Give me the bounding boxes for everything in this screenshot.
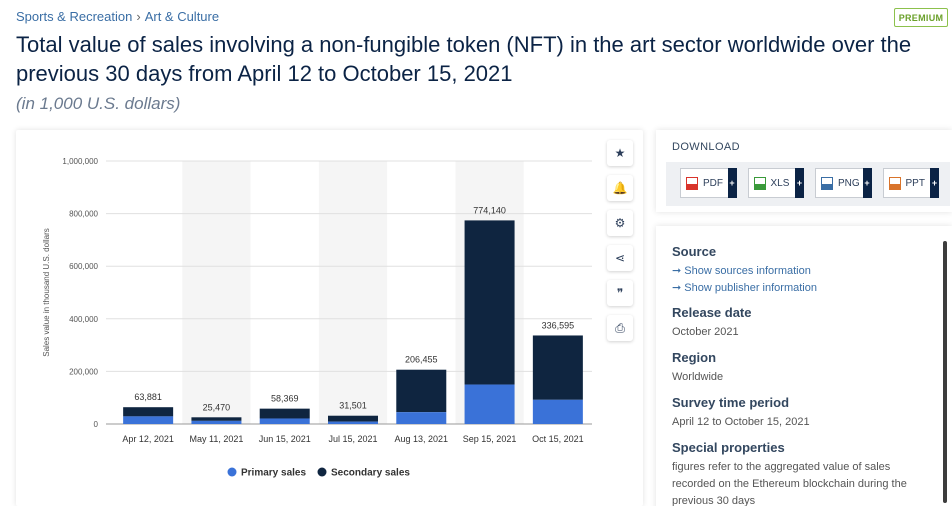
bar-secondary-sales xyxy=(464,220,515,385)
bar-primary-sales xyxy=(396,412,447,424)
data-label: 336,595 xyxy=(542,320,575,330)
download-pdf-button[interactable]: PDF + xyxy=(680,168,737,198)
legend-label: Secondary sales xyxy=(331,468,410,479)
bar-chart: 0 200,000 400,000 600,000 800,000 1,000,000 Sa… xyxy=(42,157,592,479)
special-properties-value: figures refer to the aggregated value of… xyxy=(672,461,907,506)
page-title: Total value of sales involving a non-fun… xyxy=(16,32,912,86)
bar-secondary-sales xyxy=(191,417,242,421)
bar-primary-sales xyxy=(191,420,242,424)
png-file-icon xyxy=(821,176,833,190)
star-button[interactable]: ★ xyxy=(607,140,633,166)
bar-secondary-sales xyxy=(532,335,583,400)
bar-primary-sales xyxy=(328,421,378,424)
share-button[interactable]: ⋖ xyxy=(607,245,633,271)
share-icon: ⋖ xyxy=(614,251,626,265)
x-tick-label: Jun 15, 2021 xyxy=(259,434,311,444)
y-tick-label: 800,000 xyxy=(69,210,98,219)
legend-marker xyxy=(317,467,327,477)
info-scrollbar[interactable] xyxy=(943,241,947,503)
data-label: 206,455 xyxy=(405,355,438,365)
special-properties-heading: Special properties xyxy=(672,440,785,455)
bar-secondary-sales xyxy=(123,407,174,417)
chart-band xyxy=(182,161,251,424)
plus-icon: + xyxy=(862,168,872,198)
x-tick-label: Oct 15, 2021 xyxy=(532,434,584,444)
breadcrumb-link-sports[interactable]: Sports & Recreation xyxy=(16,9,133,24)
bar-primary-sales xyxy=(532,399,583,424)
breadcrumb-separator: › xyxy=(136,9,141,24)
star-icon: ★ xyxy=(614,146,626,160)
survey-period-value: April 12 to October 15, 2021 xyxy=(672,416,810,428)
show-sources-link[interactable]: ➞ Show sources information xyxy=(672,265,811,277)
download-png-button[interactable]: PNG + xyxy=(815,168,872,198)
info-panel: Source ➞ Show sources information ➞ Show… xyxy=(656,226,952,506)
bar-primary-sales xyxy=(123,416,174,424)
survey-period-heading: Survey time period xyxy=(672,395,790,410)
quote-icon: ❞ xyxy=(616,286,624,300)
download-panel: DOWNLOAD PDF + XLS + PNG + PPT + xyxy=(656,130,952,212)
xls-file-icon xyxy=(753,176,766,190)
download-label: PDF xyxy=(703,177,723,189)
source-heading: Source xyxy=(672,244,717,259)
download-label: PNG xyxy=(838,177,860,189)
bell-button[interactable]: 🔔 xyxy=(607,175,633,201)
legend-marker xyxy=(227,467,237,477)
plus-icon: + xyxy=(727,168,737,198)
region-heading: Region xyxy=(672,350,717,365)
bar-primary-sales xyxy=(464,384,515,424)
download-buttons: PDF + XLS + PNG + PPT + xyxy=(666,162,950,206)
page-subtitle: (in 1,000 U.S. dollars) xyxy=(16,94,181,113)
y-tick-label: 600,000 xyxy=(69,262,98,271)
bar-secondary-sales xyxy=(396,369,447,413)
bell-icon: 🔔 xyxy=(612,181,628,195)
y-tick-label: 1,000,000 xyxy=(62,157,98,166)
premium-badge: PREMIUM xyxy=(894,8,948,27)
data-label: 25,470 xyxy=(203,402,231,412)
x-tick-label: Sep 15, 2021 xyxy=(463,434,517,444)
download-title: DOWNLOAD xyxy=(672,141,740,153)
x-tick-label: Apr 12, 2021 xyxy=(122,434,174,444)
breadcrumb: Sports & Recreation › Art & Culture xyxy=(16,9,219,24)
region-value: Worldwide xyxy=(672,371,724,383)
gear-button[interactable]: ⚙ xyxy=(607,210,633,236)
download-label: PPT xyxy=(905,177,925,189)
download-ppt-button[interactable]: PPT + xyxy=(882,168,939,198)
bar-secondary-sales xyxy=(259,408,310,419)
show-publisher-link[interactable]: ➞ Show publisher information xyxy=(672,282,817,294)
quote-button[interactable]: ❞ xyxy=(607,280,633,306)
data-label: 63,881 xyxy=(134,392,162,402)
y-tick-label: 0 xyxy=(94,420,99,429)
download-label: XLS xyxy=(770,177,790,189)
bar-secondary-sales xyxy=(328,415,378,422)
chart-band xyxy=(318,161,388,424)
bar-primary-sales xyxy=(259,418,310,424)
release-date-heading: Release date xyxy=(672,305,752,320)
download-xls-button[interactable]: XLS + xyxy=(747,168,804,198)
y-tick-label: 400,000 xyxy=(69,315,98,324)
gear-icon: ⚙ xyxy=(614,216,626,230)
release-date-value: October 2021 xyxy=(672,326,739,338)
ppt-file-icon xyxy=(888,176,901,190)
pdf-file-icon xyxy=(686,176,698,190)
y-axis-label: Sales value in thousand U.S. dollars xyxy=(42,228,51,357)
data-label: 31,501 xyxy=(339,401,367,411)
plus-icon: + xyxy=(795,168,804,198)
print-icon: ⎙ xyxy=(615,320,625,335)
y-tick-label: 200,000 xyxy=(69,367,98,376)
chart-toolbar: ★ 🔔 ⚙ ⋖ ❞ ⎙ xyxy=(607,140,635,350)
data-label: 774,140 xyxy=(473,205,506,215)
print-button[interactable]: ⎙ xyxy=(607,315,633,341)
plus-icon: + xyxy=(930,168,939,198)
x-tick-label: Jul 15, 2021 xyxy=(328,434,377,444)
x-tick-label: May 11, 2021 xyxy=(189,434,243,444)
breadcrumb-link-art[interactable]: Art & Culture xyxy=(144,9,220,24)
chart-card: 0 200,000 400,000 600,000 800,000 1,000,000 Sa… xyxy=(16,130,643,506)
data-label: 58,369 xyxy=(271,394,299,404)
x-tick-label: Aug 13, 2021 xyxy=(395,434,449,444)
legend-label: Primary sales xyxy=(241,468,306,479)
